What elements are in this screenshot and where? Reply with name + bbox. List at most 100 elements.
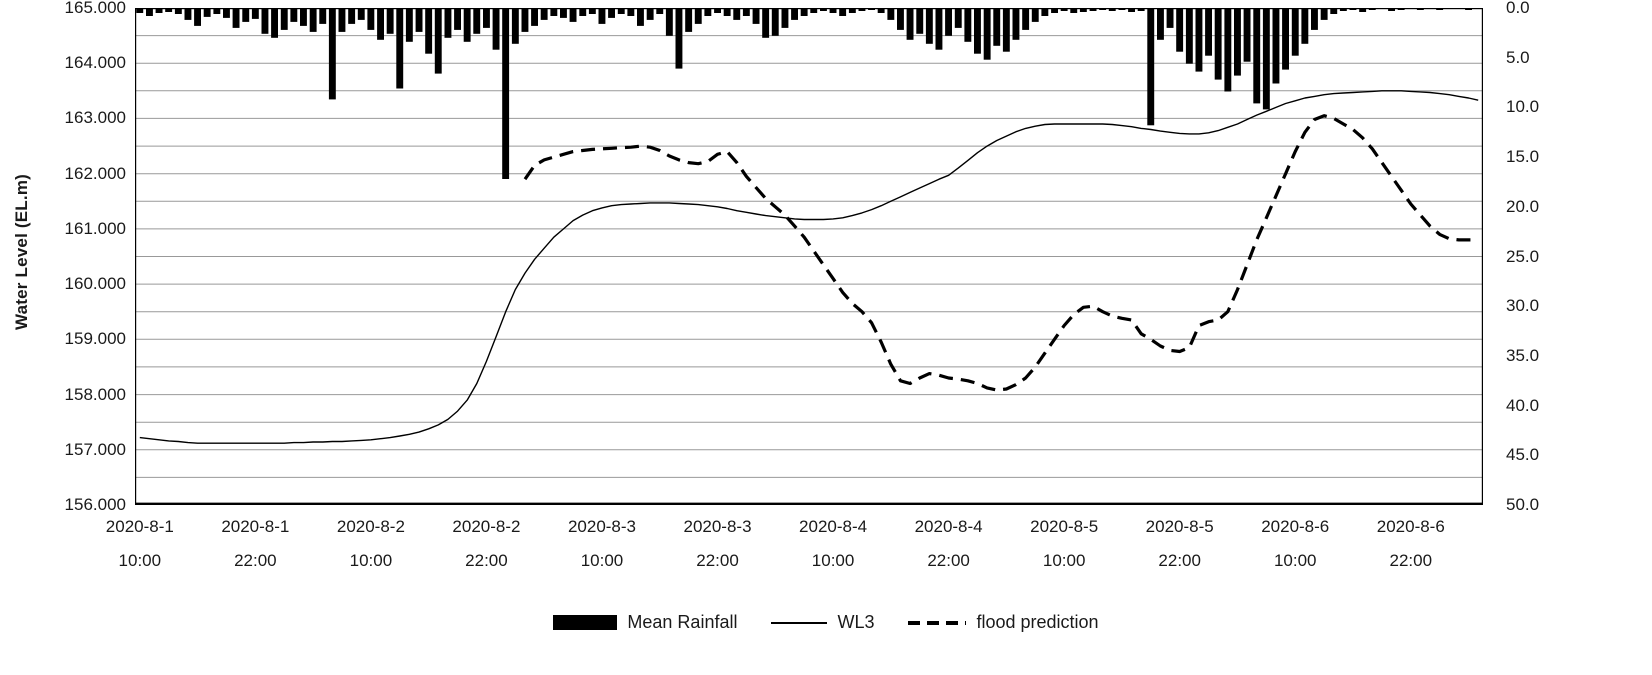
right-axis-tick-label: 0.0 (1506, 0, 1530, 17)
rainfall-bar (1089, 8, 1097, 11)
x-axis-tick-label: 2020-8-3 22:00 (656, 516, 780, 572)
rainfall-bar (993, 8, 1001, 46)
rainfall-bar (771, 8, 779, 36)
rainfall-bar (1176, 8, 1184, 52)
rainfall-bar (531, 8, 538, 26)
rainfall-bar (203, 8, 211, 17)
rainfall-bar (1147, 8, 1155, 126)
rainfall-bar (1051, 8, 1058, 13)
x-axis-tick-label: 2020-8-4 22:00 (887, 516, 1011, 572)
rainfall-bar (242, 8, 250, 22)
left-axis-tick-label: 159.000 (64, 329, 126, 349)
right-axis-tick-label: 35.0 (1506, 345, 1540, 365)
rainfall-bar (1224, 8, 1232, 92)
rainfall-bar (1272, 8, 1280, 84)
rainfall-bar (1012, 8, 1020, 40)
legend-item-wl3: WL3 (771, 612, 874, 633)
x-tick-time: 22:00 (234, 551, 277, 570)
rainfall-bar (675, 8, 683, 69)
rainfall-bar (405, 8, 413, 42)
rainfall-bar (136, 8, 144, 13)
rainfall-bar (694, 8, 702, 24)
y-axis-title: Water Level (EL.m) (12, 173, 31, 331)
rainfall-bar (1070, 8, 1078, 13)
x-tick-date: 2020-8-3 (567, 517, 637, 536)
rainfall-bar (550, 8, 558, 16)
x-tick-date: 2020-8-2 (452, 517, 521, 536)
x-tick-date: 2020-8-6 (1376, 517, 1445, 536)
rainfall-bar (309, 8, 317, 32)
x-tick-date: 2020-8-6 (1261, 517, 1330, 536)
rainfall-bar (415, 8, 423, 32)
rainfall-bar (473, 8, 481, 34)
rainfall-bar (569, 8, 577, 22)
rainfall-bar (155, 8, 163, 13)
x-axis-tick-label: 2020-8-2 22:00 (424, 516, 548, 572)
rainfall-bar (1137, 8, 1145, 11)
rainfall-bar (925, 8, 933, 44)
rainfall-bar (1041, 8, 1049, 16)
rainfall-bar (1330, 8, 1338, 14)
rainfall-bar (502, 8, 510, 179)
rainfall-bar (319, 8, 327, 24)
left-axis-tick-label: 160.000 (64, 274, 126, 294)
rainfall-bar (1253, 8, 1261, 104)
rainfall-bar (877, 8, 885, 13)
rainfall-bar (492, 8, 500, 50)
rainfall-bar (290, 8, 298, 22)
right-axis-tick-label: 10.0 (1506, 97, 1540, 117)
rainfall-bar (261, 8, 269, 34)
solid-line-swatch-icon (771, 621, 828, 624)
x-axis-tick-label: 2020-8-1 10:00 (78, 516, 202, 572)
right-axis-tick-label: 20.0 (1506, 196, 1540, 216)
x-tick-time: 22:00 (696, 551, 739, 570)
rainfall-bar (627, 8, 635, 16)
rainfall-bar (887, 8, 895, 20)
rainfall-bar (184, 8, 192, 20)
right-axis-tick-label: 50.0 (1506, 495, 1540, 514)
left-axis-tick-label: 162.000 (64, 163, 126, 183)
dashed-line-swatch-icon (908, 620, 967, 625)
left-axis-tick-label: 165.000 (64, 0, 126, 17)
x-axis-tick-label: 2020-8-6 22:00 (1349, 516, 1473, 572)
rainfall-bar (762, 8, 770, 38)
x-tick-time: 10:00 (118, 551, 162, 570)
rainfall-bar (906, 8, 914, 40)
rainfall-bar (1185, 8, 1193, 64)
rainfall-bar (1195, 8, 1203, 72)
rainfall-bar (483, 8, 490, 28)
rainfall-bar (1339, 8, 1347, 11)
x-axis-tick-label: 2020-8-5 22:00 (1118, 516, 1242, 572)
left-axis-tick-label: 161.000 (64, 218, 126, 238)
x-tick-date: 2020-8-5 (1145, 517, 1214, 536)
rainfall-bar (685, 8, 693, 32)
rainfall-bar (165, 8, 173, 12)
rainfall-bar (232, 8, 240, 28)
rainfall-bar (598, 8, 606, 24)
rainfall-bar (646, 8, 654, 20)
right-axis-tick-label: 40.0 (1506, 395, 1540, 415)
rainfall-bar (463, 8, 471, 42)
rainfall-bar (983, 8, 991, 60)
rainfall-bar (1079, 8, 1087, 12)
rainfall-bar (328, 8, 336, 100)
rainfall-bar (386, 8, 394, 34)
rainfall-bar (377, 8, 384, 40)
rainfall-bar (637, 8, 644, 26)
legend-item-mean-rainfall: Mean Rainfall (553, 612, 737, 633)
rainfall-bar (213, 8, 221, 14)
x-tick-time: 10:00 (1273, 551, 1317, 570)
rainfall-bar (665, 8, 673, 36)
rainfall-bar (733, 8, 741, 20)
x-tick-time: 10:00 (811, 551, 855, 570)
rainfall-bar (974, 8, 981, 54)
x-axis-tick-label: 2020-8-3 10:00 (540, 516, 664, 572)
rainfall-bar (752, 8, 760, 24)
x-axis-tick-label: 2020-8-5 10:00 (1002, 516, 1126, 572)
rainfall-bar (935, 8, 943, 50)
rainfall-bar (1031, 8, 1039, 22)
x-axis-tick-label: 2020-8-1 22:00 (193, 516, 317, 572)
rainfall-bar (1022, 8, 1030, 30)
rainfall-bar (945, 8, 952, 36)
rainfall-bar (656, 8, 664, 14)
